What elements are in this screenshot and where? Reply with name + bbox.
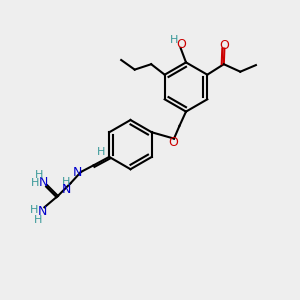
Text: H: H [170,34,178,45]
Text: N: N [39,176,49,189]
Text: H: H [35,170,43,180]
Text: N: N [73,166,82,179]
Text: H: H [97,146,105,157]
Text: H: H [34,215,42,225]
Text: N: N [37,205,47,218]
Text: O: O [169,136,178,149]
Text: O: O [220,38,229,52]
Text: H: H [29,205,38,215]
Text: H: H [62,177,70,187]
Text: O: O [176,38,186,51]
Text: H: H [31,178,39,188]
Text: N: N [61,183,71,196]
